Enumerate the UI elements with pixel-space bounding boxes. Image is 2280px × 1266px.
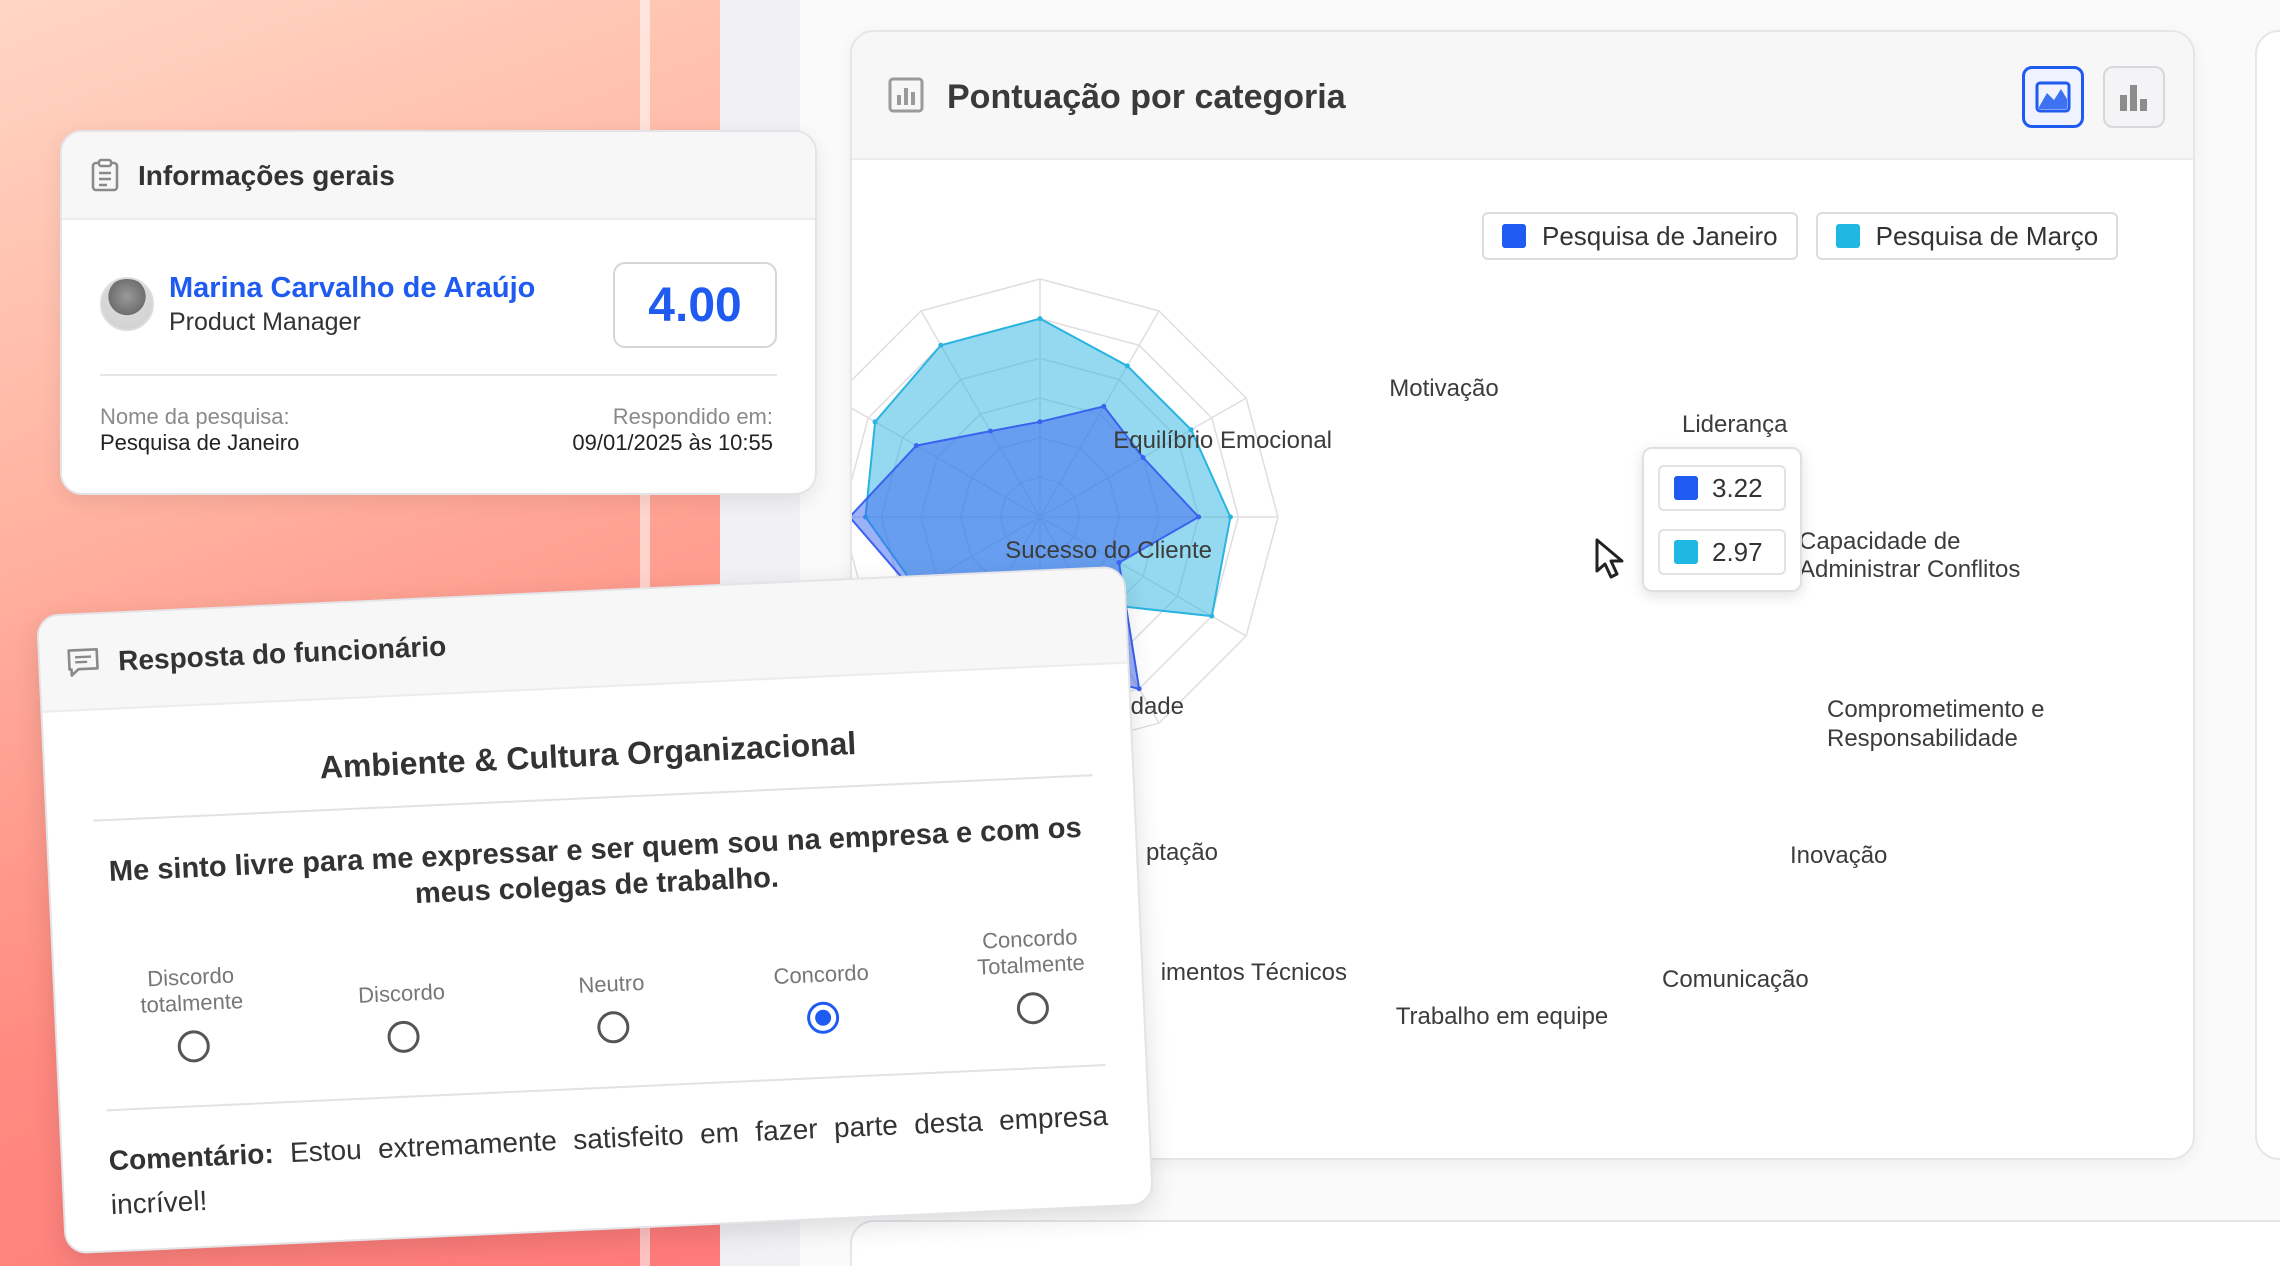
mouse-cursor-icon (1595, 538, 1624, 579)
avatar (100, 277, 154, 331)
series-point[interactable] (938, 342, 944, 348)
survey-name-value: Pesquisa de Janeiro (100, 430, 300, 455)
option-discordo[interactable]: Discordo (310, 947, 494, 1057)
tooltip-value: 2.97 (1712, 536, 1763, 567)
tooltip-swatch (1674, 476, 1698, 500)
tooltip-row-march: 2.97 (1658, 529, 1786, 575)
radio-button-selected[interactable] (806, 1001, 840, 1035)
answered-at-label: Respondido em: (612, 404, 773, 429)
axis-label-inovacao: Inovação (1790, 842, 1887, 869)
series-point[interactable] (1037, 419, 1043, 425)
employee-name-link[interactable]: Marina Carvalho de Araújo (169, 272, 536, 304)
axis-label-conflitos-2: Administrar Conflitos (1799, 556, 2020, 583)
radio-button[interactable] (596, 1010, 631, 1044)
chart-legend: Pesquisa de Janeiro Pesquisa de Março (1482, 212, 2119, 260)
series-point[interactable] (1116, 560, 1122, 566)
series-point[interactable] (1196, 514, 1202, 520)
legend-item-march[interactable]: Pesquisa de Março (1815, 212, 2119, 260)
tooltip-row-january: 3.22 (1658, 465, 1786, 511)
axis-label-tecnicos: imentos Técnicos (1161, 959, 1347, 986)
comment: Comentário: Estou extremamente satisfeit… (108, 1094, 1111, 1227)
radio-button[interactable] (386, 1020, 421, 1054)
series-point[interactable] (1136, 686, 1142, 692)
bar-chart-icon (2120, 85, 2147, 111)
series-point[interactable] (1124, 363, 1130, 369)
option-neutro[interactable]: Neutro (520, 937, 704, 1047)
radio-dot (814, 1009, 832, 1027)
axis-label-comprometimento-1: Comprometimento e (1827, 696, 2044, 723)
axis-label-adaptacao: ptação (1146, 839, 1218, 866)
option-concordo[interactable]: Concordo (729, 928, 913, 1038)
series-point[interactable] (1209, 613, 1215, 619)
option-label: Discordo (357, 978, 446, 1008)
tooltip-swatch (1674, 540, 1698, 564)
chart-card-header: Pontuação por categoria (852, 32, 2193, 160)
section-title: Ambiente & Cultura Organizacional (318, 724, 857, 786)
response-card-header: Resposta do funcionário (38, 567, 1128, 713)
axis-label-produtividade: dade (1131, 693, 1184, 720)
adjacent-card (2255, 30, 2280, 1160)
general-info-card: Informações gerais Marina Carvalho de Ar… (60, 130, 817, 495)
series-point[interactable] (1227, 514, 1233, 520)
comment-label: Comentário: (108, 1137, 275, 1177)
legend-label: Pesquisa de Março (1875, 220, 2099, 251)
axis-label-lideranca: Liderança (1682, 411, 1788, 438)
legend-swatch (1835, 224, 1860, 248)
info-card-title: Informações gerais (138, 160, 395, 191)
radio-button[interactable] (177, 1029, 211, 1064)
axis-label-comunicacao: Comunicação (1662, 966, 1809, 993)
option-label: Neutro (577, 969, 645, 998)
axis-label-motivacao: Motivação (1389, 375, 1498, 402)
lower-card (850, 1220, 2280, 1266)
axis-label-trabalho: Trabalho em equipe (1396, 1003, 1609, 1030)
radio-button[interactable] (1016, 991, 1050, 1025)
answered-at-value: 09/01/2025 às 10:55 (572, 430, 773, 455)
overall-score: 4.00 (613, 262, 777, 348)
divider (100, 374, 777, 376)
series-point[interactable] (1140, 455, 1146, 460)
legend-swatch (1502, 224, 1526, 248)
radar-axis-labels: Motivação Liderança Capacidade de Admini… (1005, 375, 2044, 1030)
series-point[interactable] (872, 419, 878, 425)
axis-label-conflitos-1: Capacidade de (1799, 528, 1960, 555)
chart-tooltip: 3.22 2.97 (1642, 447, 1802, 592)
employee-response-card: Resposta do funcionário Ambiente & Cultu… (36, 565, 1154, 1255)
info-card-header: Informações gerais (62, 132, 815, 220)
response-card-title: Resposta do funcionário (117, 630, 447, 677)
series-point[interactable] (1188, 427, 1194, 433)
radar-chart: Motivação Liderança Capacidade de Admini… (852, 278, 2044, 1030)
series-point[interactable] (913, 443, 919, 449)
legend-item-january[interactable]: Pesquisa de Janeiro (1482, 212, 1798, 260)
axis-label-equilibrio: Equilíbrio Emocional (1113, 427, 1332, 454)
option-discordo-totalmente[interactable]: Discordo totalmente (100, 956, 284, 1066)
option-label: Concordo Totalmente (976, 924, 1086, 980)
question-text: Me sinto livre para me expressar e ser q… (108, 811, 1083, 911)
employee-role: Product Manager (169, 308, 361, 336)
chart-title: Pontuação por categoria (947, 78, 1346, 116)
clipboard-icon (91, 158, 119, 192)
survey-name-label: Nome da pesquisa: (100, 404, 290, 429)
tooltip-value: 3.22 (1712, 472, 1763, 503)
series-point[interactable] (1101, 403, 1107, 409)
chart-icon (888, 77, 924, 113)
option-label: Discordo totalmente (139, 962, 244, 1018)
legend-label: Pesquisa de Janeiro (1542, 220, 1778, 251)
series-point[interactable] (987, 428, 993, 434)
axis-label-sucesso: Sucesso do Cliente (1005, 537, 1212, 564)
axis-label-comprometimento-2: Responsabilidade (1827, 725, 2018, 752)
option-label: Concordo (772, 959, 870, 989)
series-point[interactable] (1037, 316, 1043, 322)
radar-view-button[interactable] (2022, 66, 2084, 128)
bar-view-button[interactable] (2103, 66, 2165, 128)
radar-chart-icon (2035, 81, 2071, 113)
option-concordo-totalmente[interactable]: Concordo Totalmente (939, 918, 1123, 1028)
message-icon (67, 648, 99, 677)
